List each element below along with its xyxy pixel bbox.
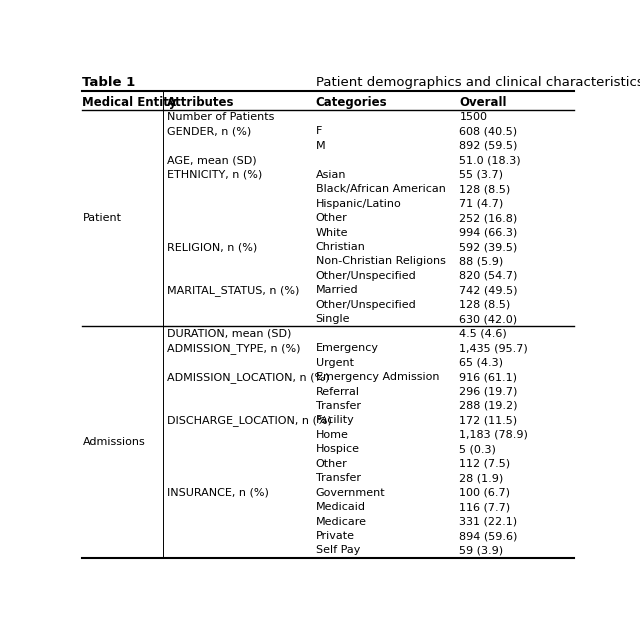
Text: 59 (3.9): 59 (3.9) xyxy=(460,545,504,555)
Text: 65 (4.3): 65 (4.3) xyxy=(460,358,504,368)
Text: RELIGION, n (%): RELIGION, n (%) xyxy=(167,242,257,252)
Text: Attributes: Attributes xyxy=(167,97,234,109)
Text: Categories: Categories xyxy=(316,97,387,109)
Text: 51.0 (18.3): 51.0 (18.3) xyxy=(460,155,521,165)
Text: 608 (40.5): 608 (40.5) xyxy=(460,126,518,136)
Text: Facility: Facility xyxy=(316,415,355,425)
Text: 1,435 (95.7): 1,435 (95.7) xyxy=(460,343,528,353)
Text: 1500: 1500 xyxy=(460,112,488,122)
Text: White: White xyxy=(316,228,348,237)
Text: Medicaid: Medicaid xyxy=(316,502,365,512)
Text: 172 (11.5): 172 (11.5) xyxy=(460,415,518,425)
Text: 331 (22.1): 331 (22.1) xyxy=(460,517,518,527)
Text: DURATION, mean (SD): DURATION, mean (SD) xyxy=(167,329,291,339)
Text: Other: Other xyxy=(316,459,348,469)
Text: 4.5 (4.6): 4.5 (4.6) xyxy=(460,329,507,339)
Text: 916 (61.1): 916 (61.1) xyxy=(460,372,518,382)
Text: 1,183 (78.9): 1,183 (78.9) xyxy=(460,430,528,440)
Text: Black/African American: Black/African American xyxy=(316,184,445,194)
Text: Transfer: Transfer xyxy=(316,401,360,411)
Text: ADMISSION_TYPE, n (%): ADMISSION_TYPE, n (%) xyxy=(167,343,300,353)
Text: Other/Unspecified: Other/Unspecified xyxy=(316,300,417,310)
Text: 252 (16.8): 252 (16.8) xyxy=(460,213,518,223)
Text: 88 (5.9): 88 (5.9) xyxy=(460,256,504,266)
Text: 100 (6.7): 100 (6.7) xyxy=(460,488,511,498)
Text: Medicare: Medicare xyxy=(316,517,367,527)
Text: Hospice: Hospice xyxy=(316,444,360,454)
Text: Married: Married xyxy=(316,285,358,295)
Text: 592 (39.5): 592 (39.5) xyxy=(460,242,518,252)
Text: 894 (59.6): 894 (59.6) xyxy=(460,531,518,541)
Text: Number of Patients: Number of Patients xyxy=(167,112,274,122)
Text: ADMISSION_LOCATION, n (%): ADMISSION_LOCATION, n (%) xyxy=(167,372,330,382)
Text: Private: Private xyxy=(316,531,355,541)
Text: Self Pay: Self Pay xyxy=(316,545,360,555)
Text: 116 (7.7): 116 (7.7) xyxy=(460,502,511,512)
Text: INSURANCE, n (%): INSURANCE, n (%) xyxy=(167,488,269,498)
Text: 5 (0.3): 5 (0.3) xyxy=(460,444,496,454)
Text: Patient: Patient xyxy=(83,213,122,223)
Text: GENDER, n (%): GENDER, n (%) xyxy=(167,126,251,136)
Text: Overall: Overall xyxy=(460,97,507,109)
Text: 288 (19.2): 288 (19.2) xyxy=(460,401,518,411)
Text: Table 1: Table 1 xyxy=(83,76,140,89)
Text: Emergency: Emergency xyxy=(316,343,379,353)
Text: F: F xyxy=(316,126,322,136)
Text: 296 (19.7): 296 (19.7) xyxy=(460,387,518,396)
Text: 28 (1.9): 28 (1.9) xyxy=(460,473,504,483)
Text: DISCHARGE_LOCATION, n (%): DISCHARGE_LOCATION, n (%) xyxy=(167,415,332,426)
Text: Emergency Admission: Emergency Admission xyxy=(316,372,439,382)
Text: Single: Single xyxy=(316,314,350,324)
Text: 994 (66.3): 994 (66.3) xyxy=(460,228,518,237)
Text: 128 (8.5): 128 (8.5) xyxy=(460,184,511,194)
Text: 71 (4.7): 71 (4.7) xyxy=(460,199,504,209)
Text: 892 (59.5): 892 (59.5) xyxy=(460,141,518,151)
Text: Non-Christian Religions: Non-Christian Religions xyxy=(316,256,445,266)
Text: Referral: Referral xyxy=(316,387,360,396)
Text: AGE, mean (SD): AGE, mean (SD) xyxy=(167,155,257,165)
Text: MARITAL_STATUS, n (%): MARITAL_STATUS, n (%) xyxy=(167,285,299,296)
Text: Urgent: Urgent xyxy=(316,358,354,368)
Text: 128 (8.5): 128 (8.5) xyxy=(460,300,511,310)
Text: 112 (7.5): 112 (7.5) xyxy=(460,459,511,469)
Text: ETHNICITY, n (%): ETHNICITY, n (%) xyxy=(167,170,262,180)
Text: Christian: Christian xyxy=(316,242,365,252)
Text: Transfer: Transfer xyxy=(316,473,360,483)
Text: Patient demographics and clinical characteristics: Patient demographics and clinical charac… xyxy=(316,76,640,89)
Text: 630 (42.0): 630 (42.0) xyxy=(460,314,518,324)
Text: M: M xyxy=(316,141,325,151)
Text: 55 (3.7): 55 (3.7) xyxy=(460,170,504,180)
Text: 820 (54.7): 820 (54.7) xyxy=(460,271,518,281)
Text: 742 (49.5): 742 (49.5) xyxy=(460,285,518,295)
Text: Other/Unspecified: Other/Unspecified xyxy=(316,271,417,281)
Text: Asian: Asian xyxy=(316,170,346,180)
Text: Government: Government xyxy=(316,488,385,498)
Text: Other: Other xyxy=(316,213,348,223)
Text: Admissions: Admissions xyxy=(83,437,145,447)
Text: Home: Home xyxy=(316,430,348,440)
Text: Medical Entity: Medical Entity xyxy=(83,97,177,109)
Text: Hispanic/Latino: Hispanic/Latino xyxy=(316,199,401,209)
